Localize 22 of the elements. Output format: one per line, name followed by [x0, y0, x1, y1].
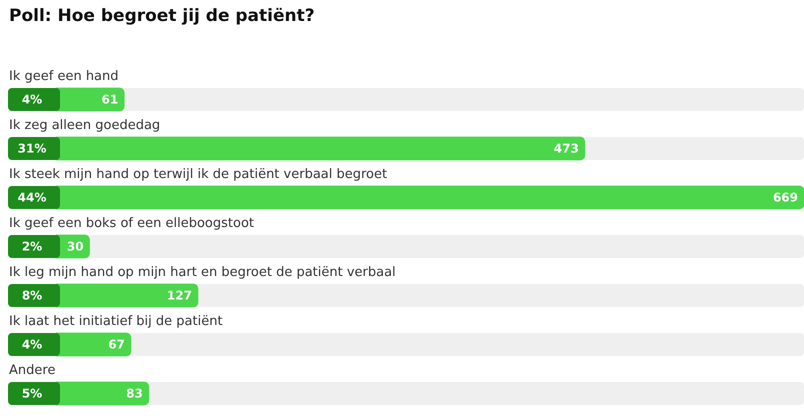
y-tick-label: Ik geef een boks of een elleboogstoot	[9, 216, 254, 231]
data-label: 30	[66, 240, 84, 254]
text: 44%	[18, 190, 46, 205]
data-label: 67	[108, 338, 125, 352]
data-label: 473	[554, 142, 579, 156]
y-tick-label: Ik laat het initiatief bij de patiënt	[9, 314, 223, 329]
text: 5%	[22, 386, 42, 401]
y-tick-label: Ik steek mijn hand op terwijl ik de patiënt verbaal begroet	[9, 166, 388, 182]
text: 4%	[22, 338, 42, 352]
y-tick-label: Ik leg mijn hand op mijn hart en begroet de patiënt verbaal	[9, 264, 396, 280]
text: 2%	[22, 240, 42, 254]
y-tick-label: Andere	[9, 362, 56, 378]
data-label: 61	[102, 92, 118, 107]
data-label: 83	[126, 386, 143, 401]
data-label: 669	[772, 190, 798, 205]
text: 31%	[18, 142, 46, 156]
y-tick-label: Ik zeg alleen goededag	[9, 118, 160, 133]
data-label: 127	[166, 288, 192, 303]
chart-title: Poll: Hoe begroet jij de patiënt?	[9, 6, 315, 26]
text: 8%	[22, 288, 42, 303]
text: 4%	[22, 92, 42, 107]
y-tick-label: Ik geef een hand	[9, 68, 119, 84]
